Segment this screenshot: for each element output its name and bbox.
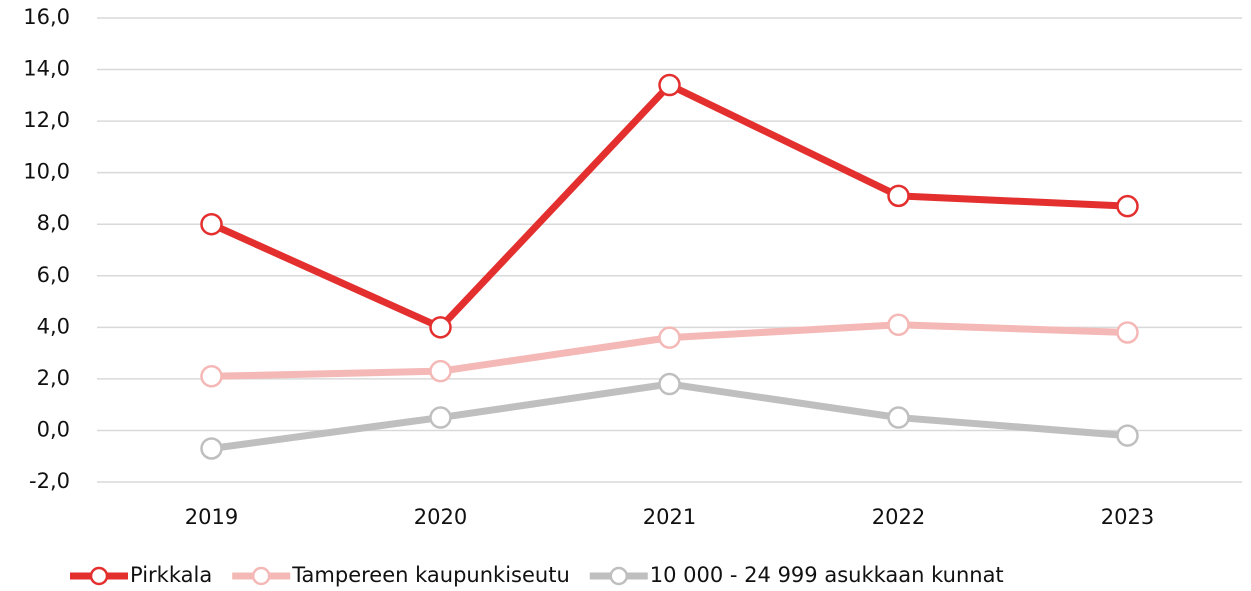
x-tick-label: 2019 xyxy=(185,505,238,529)
x-tick-label: 2023 xyxy=(1101,505,1154,529)
point-marker xyxy=(200,365,223,388)
point-marker xyxy=(1116,424,1139,447)
point-marker xyxy=(429,406,452,429)
point-marker xyxy=(887,313,910,337)
legend-marker xyxy=(89,566,109,586)
point-marker xyxy=(658,326,681,349)
legend-marker xyxy=(609,566,629,586)
point-marker xyxy=(887,184,910,208)
y-tick-label: 8,0 xyxy=(37,211,70,235)
y-tick-label: 2,0 xyxy=(37,366,70,390)
point-marker xyxy=(200,212,223,236)
legend-label: Pirkkala xyxy=(130,563,212,587)
point-marker xyxy=(429,316,452,339)
point-marker xyxy=(1116,321,1139,344)
y-tick-label: 12,0 xyxy=(23,108,70,132)
x-tick-label: 2020 xyxy=(414,505,467,529)
legend-marker xyxy=(251,566,271,586)
x-tick-label: 2022 xyxy=(872,505,925,529)
legend-label: Tampereen kaupunkiseutu xyxy=(291,563,570,587)
y-tick-label: 10,0 xyxy=(23,160,70,184)
y-tick-label: 16,0 xyxy=(23,5,70,29)
point-marker xyxy=(429,359,452,383)
point-marker xyxy=(200,437,223,460)
x-tick-label: 2021 xyxy=(643,505,696,529)
y-tick-label: 6,0 xyxy=(37,263,70,287)
point-marker xyxy=(887,406,910,429)
legend-label: 10 000 - 24 999 asukkaan kunnat xyxy=(650,563,1004,587)
y-tick-label: -2,0 xyxy=(29,469,70,493)
y-tick-label: 14,0 xyxy=(23,57,70,81)
point-marker xyxy=(658,372,681,396)
y-tick-label: 4,0 xyxy=(37,314,70,338)
y-tick-label: 0,0 xyxy=(37,417,70,441)
point-marker xyxy=(658,73,681,97)
point-marker xyxy=(1116,194,1139,218)
